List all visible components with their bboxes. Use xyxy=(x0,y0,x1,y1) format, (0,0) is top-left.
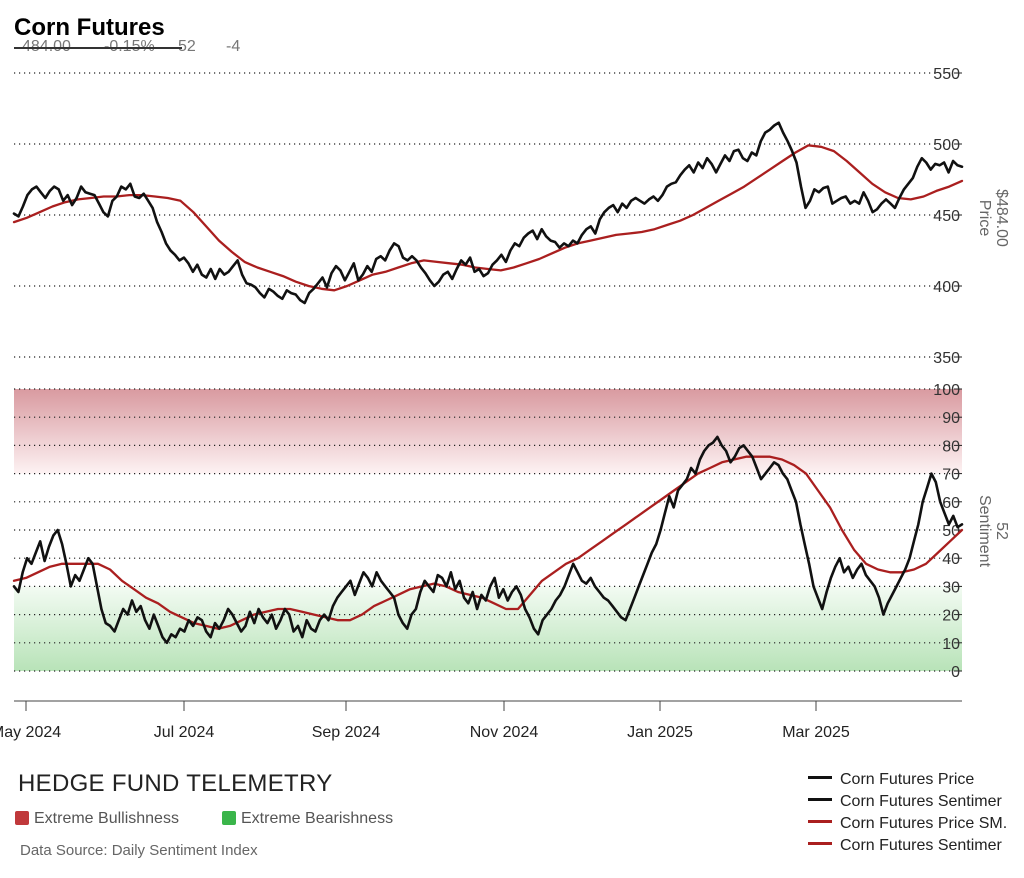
price-tick-label: 400 xyxy=(933,279,960,296)
legend-bullish-label: Extreme Bullishness xyxy=(34,810,179,827)
legend-label: Corn Futures Price SM. xyxy=(840,815,1008,832)
header-sentiment: 52 xyxy=(178,38,196,55)
x-tick-label: Nov 2024 xyxy=(470,724,539,741)
header-underline xyxy=(14,47,182,49)
sentiment-tick-label: 90 xyxy=(942,410,960,427)
bullish-swatch xyxy=(15,811,29,825)
header-sentiment-change: -4 xyxy=(226,38,241,55)
legend-bearish: Extreme Bearishness xyxy=(222,810,393,828)
legend-label: Corn Futures Price xyxy=(840,771,975,788)
legend-item-sentiment: Corn Futures Sentimer xyxy=(808,793,1002,811)
header-change: -0.15% xyxy=(104,38,155,55)
price-axis-title-line: Price xyxy=(976,200,993,237)
sentiment-line xyxy=(12,435,964,645)
sentiment-tick-label: 30 xyxy=(942,579,960,596)
price-axis-title-line: $484.00 xyxy=(993,189,1010,247)
x-tick-label: Mar 2025 xyxy=(782,724,850,741)
brand-name: HEDGE FUND TELEMETRY xyxy=(18,770,333,797)
zone-bearish xyxy=(14,586,962,671)
legend-item-sentiment-sma: Corn Futures Sentimer xyxy=(808,837,1002,855)
price-tick-label: 500 xyxy=(933,137,960,154)
price-axis-title: Price $484.00 xyxy=(976,189,1010,247)
price-tick-label: 450 xyxy=(933,208,960,225)
sentiment-tick-label: 80 xyxy=(942,438,960,455)
x-tick-label: Jul 2024 xyxy=(154,724,215,741)
legend-line-icon xyxy=(808,798,832,801)
x-tick-label: Sep 2024 xyxy=(312,724,381,741)
sentiment-tick-label: 40 xyxy=(942,551,960,568)
sentiment-tick-label: 10 xyxy=(942,636,960,653)
sentiment-tick-label: 100 xyxy=(933,382,960,399)
legend-item-price: Corn Futures Price xyxy=(808,771,974,789)
legend-label: Corn Futures Sentimer xyxy=(840,793,1002,810)
data-source: Data Source: Daily Sentiment Index xyxy=(20,842,258,859)
legend-bullish: Extreme Bullishness xyxy=(15,810,179,828)
legend-line-icon xyxy=(808,820,832,823)
zone-bullish xyxy=(14,389,962,474)
legend-bearish-label: Extreme Bearishness xyxy=(241,810,394,827)
sentiment-tick-label: 20 xyxy=(942,608,960,625)
x-tick-label: Jan 2025 xyxy=(627,724,693,741)
sentiment-axis-title: Sentiment 52 xyxy=(976,495,1010,568)
chart-area: 3504004505005500102030405060708090100May… xyxy=(0,66,1010,741)
x-tick-label: May 2024 xyxy=(0,724,61,741)
sentiment-axis-title-line: 52 xyxy=(993,522,1010,540)
price-tick-label: 350 xyxy=(933,350,960,367)
price-line xyxy=(12,121,964,305)
bearish-swatch xyxy=(222,811,236,825)
legend-line-icon xyxy=(808,842,832,845)
price-sma-line xyxy=(12,144,964,292)
chart-title: Corn Futures xyxy=(14,14,165,41)
sentiment-sma-line xyxy=(12,455,964,630)
legend-label: Corn Futures Sentimer xyxy=(840,837,1002,854)
header-price: 484.00 xyxy=(22,38,71,55)
sentiment-tick-label: 0 xyxy=(951,664,960,681)
sentiment-tick-label: 70 xyxy=(942,467,960,484)
legend-line-icon xyxy=(808,776,832,779)
sentiment-tick-label: 60 xyxy=(942,495,960,512)
legend-item-price-sma: Corn Futures Price SM. xyxy=(808,815,1007,833)
sentiment-axis-title-line: Sentiment xyxy=(976,495,993,568)
price-tick-label: 550 xyxy=(933,66,960,83)
